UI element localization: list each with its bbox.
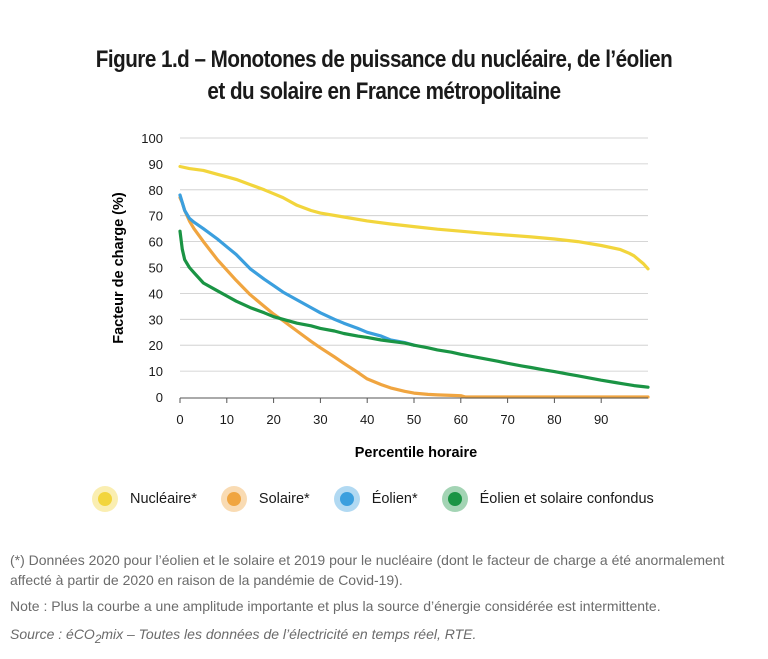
series-line-2	[178, 196, 650, 399]
notes: (*) Données 2020 pour l’éolien et le sol…	[10, 550, 768, 658]
x-tick-label-10: 10	[220, 412, 234, 427]
legend-label-3: Éolien*	[371, 491, 418, 507]
figure-title: Figure 1.d – Monotones de puissance du n…	[54, 44, 714, 108]
series-line-4	[178, 229, 650, 389]
y-tick-label-80: 80	[149, 183, 163, 198]
legend-marker-1	[92, 486, 118, 512]
chart: 0 10 20 30 40 50 60 70 80 90 100 0 10 20 30 40 50 60 70 80…	[111, 131, 650, 461]
series-line-1	[178, 164, 650, 271]
y-tick-label-50: 50	[149, 261, 163, 276]
x-tick-label-40: 40	[360, 412, 374, 427]
x-axis-ticks: 0 10 20 30 40 50 60 70 80 90	[176, 398, 608, 427]
y-tick-label-20: 20	[149, 338, 163, 353]
y-tick-label-10: 10	[149, 364, 163, 379]
note-intermittence: Note : Plus la courbe a une amplitude im…	[10, 598, 661, 614]
x-tick-label-50: 50	[407, 412, 421, 427]
note-data-years: (*) Données 2020 pour l’éolien et le sol…	[10, 552, 725, 588]
source-text-a: Source : éCO	[10, 626, 95, 642]
x-tick-label-20: 20	[266, 412, 280, 427]
x-tick-label-30: 30	[313, 412, 327, 427]
x-tick-label-90: 90	[594, 412, 608, 427]
legend-marker-4	[441, 486, 468, 512]
title-line-2: et du solaire en France métropolitaine	[207, 78, 561, 105]
y-tick-label-90: 90	[149, 157, 163, 172]
legend-label-1: Nucléaire*	[130, 491, 197, 507]
y-tick-label-40: 40	[149, 286, 163, 301]
x-tick-label-70: 70	[500, 412, 514, 427]
legend-item-2: Solaire*	[220, 486, 310, 512]
x-tick-label-60: 60	[454, 412, 468, 427]
y-axis-label: Facteur de charge (%)	[111, 192, 127, 344]
title-line-1: Figure 1.d – Monotones de puissance du n…	[95, 46, 673, 73]
x-axis-label: Percentile horaire	[355, 445, 478, 461]
source-line: Source : éCO2mix – Toutes les données de…	[10, 624, 768, 650]
gridlines	[180, 137, 648, 372]
y-tick-label-70: 70	[149, 209, 163, 224]
source-text-b: mix – Toutes les données de l’électricit…	[101, 626, 477, 642]
legend-marker-3	[333, 486, 360, 512]
x-tick-label-0: 0	[176, 412, 183, 427]
legend-item-3: Éolien*	[333, 486, 418, 512]
y-tick-label-100: 100	[141, 131, 163, 146]
legend: Nucléaire* Solaire* Éolien* Éolien et solai…	[92, 484, 678, 514]
legend-marker-2	[220, 486, 247, 512]
legend-label-4: Éolien et solaire confondus	[479, 491, 654, 507]
y-tick-label-30: 30	[149, 312, 163, 327]
x-tick-label-80: 80	[547, 412, 561, 427]
y-tick-label-0: 0	[156, 390, 163, 405]
legend-item-1: Nucléaire*	[92, 486, 197, 512]
legend-label-2: Solaire*	[258, 491, 310, 507]
series-lines	[178, 164, 650, 399]
y-axis-ticks: 0 10 20 30 40 50 60 70 80 90 100	[141, 131, 163, 405]
source-subscript: 2	[94, 632, 102, 646]
legend-item-4: Éolien et solaire confondus	[441, 486, 654, 512]
series-line-3	[178, 193, 416, 347]
y-tick-label-60: 60	[149, 235, 163, 250]
